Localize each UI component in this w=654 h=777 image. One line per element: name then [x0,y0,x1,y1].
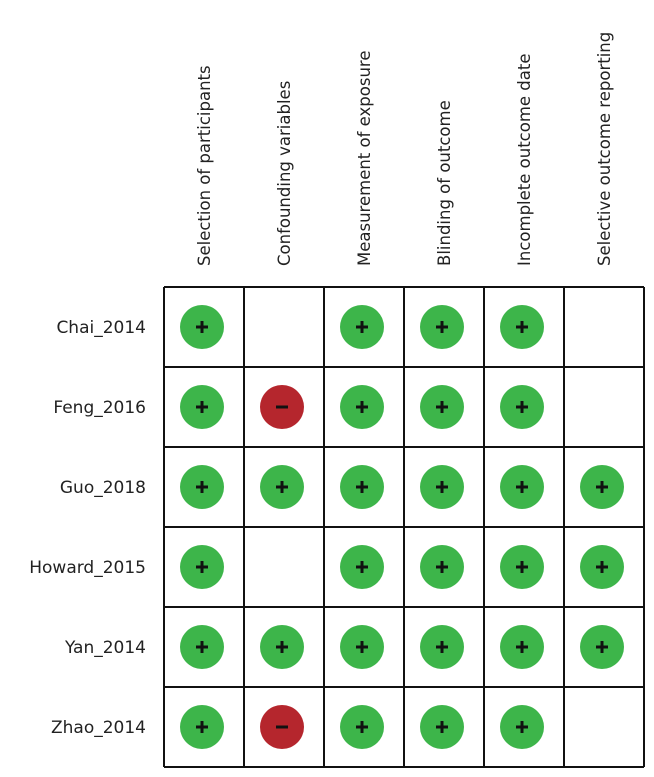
row-label: Howard_2015 [29,558,146,578]
column-header: Confounding variables [275,81,294,266]
column-header: Measurement of exposure [355,51,374,267]
column-header: Selective outcome reporting [595,32,614,266]
row-label: Guo_2018 [60,478,146,498]
column-header: Blinding of outcome [435,100,454,266]
column-header: Incomplete outcome date [515,53,534,266]
column-header: Selection of participants [195,65,214,266]
row-label: Yan_2014 [64,638,146,658]
row-label: Feng_2016 [53,398,146,418]
row-label: Zhao_2014 [51,718,146,738]
row-label: Chai_2014 [56,318,146,338]
